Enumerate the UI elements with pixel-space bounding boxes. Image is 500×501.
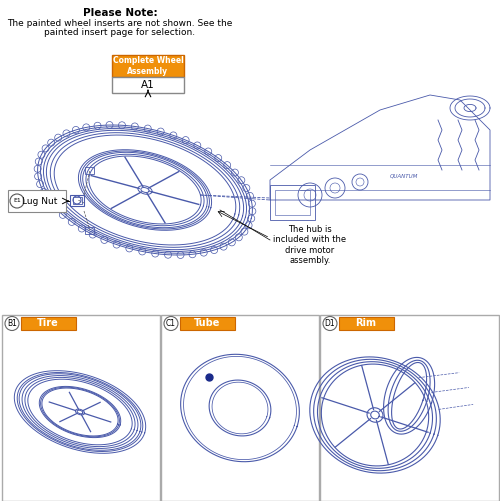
Text: B1: B1: [7, 319, 17, 328]
Text: Rim: Rim: [356, 319, 376, 329]
Text: Complete Wheel
Assembly: Complete Wheel Assembly: [112, 56, 184, 76]
Bar: [339, 317, 394, 330]
Text: Lug Nut: Lug Nut: [22, 196, 58, 205]
Bar: [2, 315, 160, 501]
Bar: [8, 190, 66, 212]
Bar: [112, 55, 184, 77]
Bar: [85, 167, 94, 174]
Bar: [112, 77, 184, 93]
Text: E1: E1: [13, 198, 21, 203]
Bar: [270, 185, 315, 220]
Circle shape: [323, 317, 337, 331]
Bar: [275, 190, 310, 215]
Text: A1: A1: [141, 80, 155, 90]
Bar: [73, 197, 82, 204]
Bar: [320, 315, 499, 501]
Bar: [85, 227, 94, 234]
Text: painted insert page for selection.: painted insert page for selection.: [44, 28, 196, 37]
Circle shape: [164, 317, 178, 331]
Text: The hub is
included with the
drive motor
assembly.: The hub is included with the drive motor…: [274, 225, 346, 265]
Text: Please Note:: Please Note:: [82, 8, 158, 18]
Text: QUANTUM: QUANTUM: [390, 174, 418, 179]
Text: Tire: Tire: [37, 319, 59, 329]
Circle shape: [10, 194, 24, 208]
Text: Tube: Tube: [194, 319, 220, 329]
Circle shape: [5, 317, 19, 331]
Bar: [161, 315, 319, 501]
Text: The painted wheel inserts are not shown. See the: The painted wheel inserts are not shown.…: [8, 19, 232, 28]
Text: C1: C1: [166, 319, 176, 328]
Text: D1: D1: [324, 319, 336, 328]
Bar: [70, 195, 84, 206]
Bar: [180, 317, 235, 330]
Bar: [21, 317, 76, 330]
